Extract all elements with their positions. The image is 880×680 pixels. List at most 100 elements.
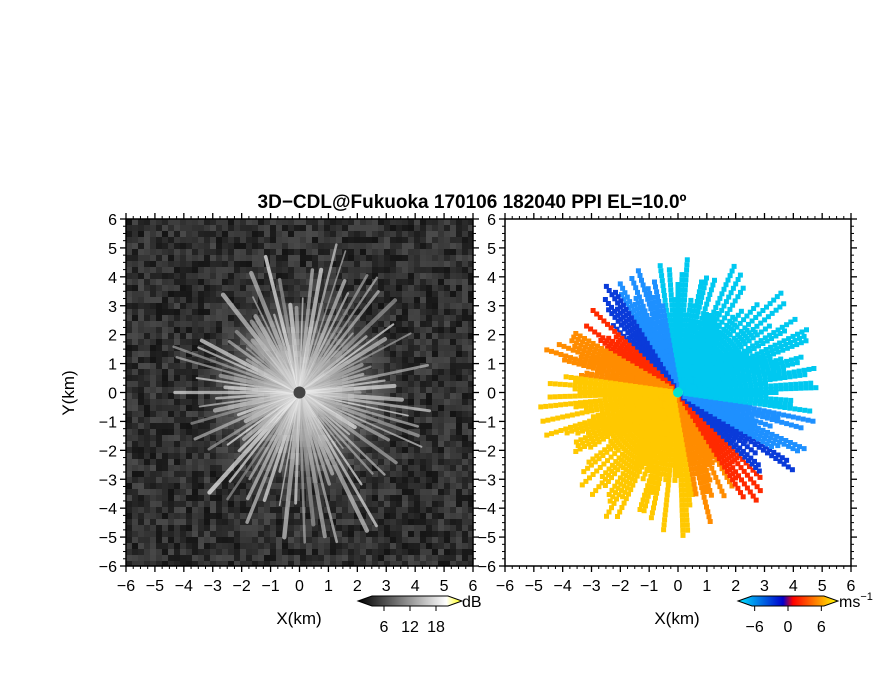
noise-cell xyxy=(234,237,240,243)
noise-cell xyxy=(132,519,138,525)
noise-cell xyxy=(150,405,156,411)
noise-cell xyxy=(444,243,450,249)
noise-cell xyxy=(432,549,438,555)
noise-cell xyxy=(222,279,228,285)
velocity-bin xyxy=(763,386,769,392)
noise-cell xyxy=(342,237,348,243)
noise-cell xyxy=(186,309,192,315)
noise-cell xyxy=(216,549,222,555)
velocity-bin xyxy=(639,309,645,315)
noise-cell xyxy=(420,537,426,543)
noise-cell xyxy=(420,237,426,243)
noise-cell xyxy=(324,231,330,237)
noise-cell xyxy=(408,489,414,495)
noise-cell xyxy=(270,237,276,243)
noise-cell xyxy=(204,489,210,495)
velocity-bin xyxy=(731,263,737,269)
velocity-bin xyxy=(763,347,769,352)
noise-cell xyxy=(270,261,276,267)
velocity-bin xyxy=(703,312,709,317)
noise-cell xyxy=(198,273,204,279)
noise-cell xyxy=(144,525,150,531)
noise-cell xyxy=(132,561,138,566)
noise-cell xyxy=(162,423,168,429)
noise-cell xyxy=(234,549,240,555)
noise-cell xyxy=(138,423,144,429)
noise-cell xyxy=(186,507,192,513)
noise-cell xyxy=(468,339,473,345)
noise-cell xyxy=(444,327,450,333)
velocity-bin xyxy=(684,257,690,263)
noise-cell xyxy=(420,393,426,399)
noise-cell xyxy=(444,285,450,291)
noise-cell xyxy=(420,453,426,459)
noise-cell xyxy=(414,417,420,423)
velocity-bin xyxy=(651,305,657,311)
velocity-bin xyxy=(708,287,714,293)
velocity-bin xyxy=(769,310,775,316)
noise-cell xyxy=(138,255,144,261)
noise-cell xyxy=(150,261,156,267)
velocity-bin xyxy=(667,272,673,278)
velocity-bin xyxy=(714,316,720,322)
velocity-bin xyxy=(699,315,705,321)
noise-cell xyxy=(168,519,174,525)
noise-cell xyxy=(456,321,462,327)
noise-cell xyxy=(276,243,282,249)
noise-cell xyxy=(174,333,180,339)
noise-cell xyxy=(138,261,144,267)
noise-cell xyxy=(402,285,408,291)
noise-cell xyxy=(270,531,276,537)
velocity-bin xyxy=(686,312,692,318)
noise-cell xyxy=(348,513,354,519)
noise-cell xyxy=(438,489,444,495)
velocity-bin xyxy=(760,368,766,374)
noise-cell xyxy=(270,225,276,231)
velocity-bin xyxy=(624,300,629,306)
noise-cell xyxy=(150,249,156,255)
noise-cell xyxy=(276,255,282,261)
noise-cell xyxy=(432,321,438,327)
noise-cell xyxy=(402,477,408,483)
noise-cell xyxy=(462,249,468,255)
noise-cell xyxy=(216,507,222,513)
noise-cell xyxy=(282,543,288,549)
noise-cell xyxy=(144,423,150,429)
noise-cell xyxy=(132,543,138,549)
noise-cell xyxy=(138,357,144,363)
noise-cell xyxy=(198,495,204,501)
noise-cell xyxy=(372,285,378,291)
noise-cell xyxy=(456,417,462,423)
noise-cell xyxy=(450,255,456,261)
noise-cell xyxy=(450,549,456,555)
velocity-bin xyxy=(707,292,713,297)
velocity-bin xyxy=(690,303,696,309)
velocity-bin xyxy=(689,313,694,319)
velocity-bin xyxy=(683,312,689,318)
noise-cell xyxy=(420,411,426,417)
noise-cell xyxy=(456,345,462,351)
noise-cell xyxy=(126,387,132,393)
noise-cell xyxy=(426,249,432,255)
noise-cell xyxy=(444,333,450,339)
noise-cell xyxy=(468,261,473,267)
noise-cell xyxy=(456,477,462,483)
velocity-bin xyxy=(757,357,763,362)
noise-cell xyxy=(378,297,384,303)
velocity-bin xyxy=(717,295,723,301)
noise-cell xyxy=(342,231,348,237)
noise-cell xyxy=(396,489,402,495)
noise-cell xyxy=(186,489,192,495)
noise-cell xyxy=(408,339,414,345)
noise-cell xyxy=(318,531,324,537)
noise-cell xyxy=(390,501,396,507)
noise-cell xyxy=(462,363,468,369)
noise-cell xyxy=(126,555,132,561)
noise-cell xyxy=(186,561,192,566)
noise-cell xyxy=(318,525,324,531)
left-colorbar-bar xyxy=(356,595,464,607)
noise-cell xyxy=(174,411,180,417)
noise-cell xyxy=(432,291,438,297)
noise-cell xyxy=(162,483,168,489)
noise-cell xyxy=(318,255,324,261)
